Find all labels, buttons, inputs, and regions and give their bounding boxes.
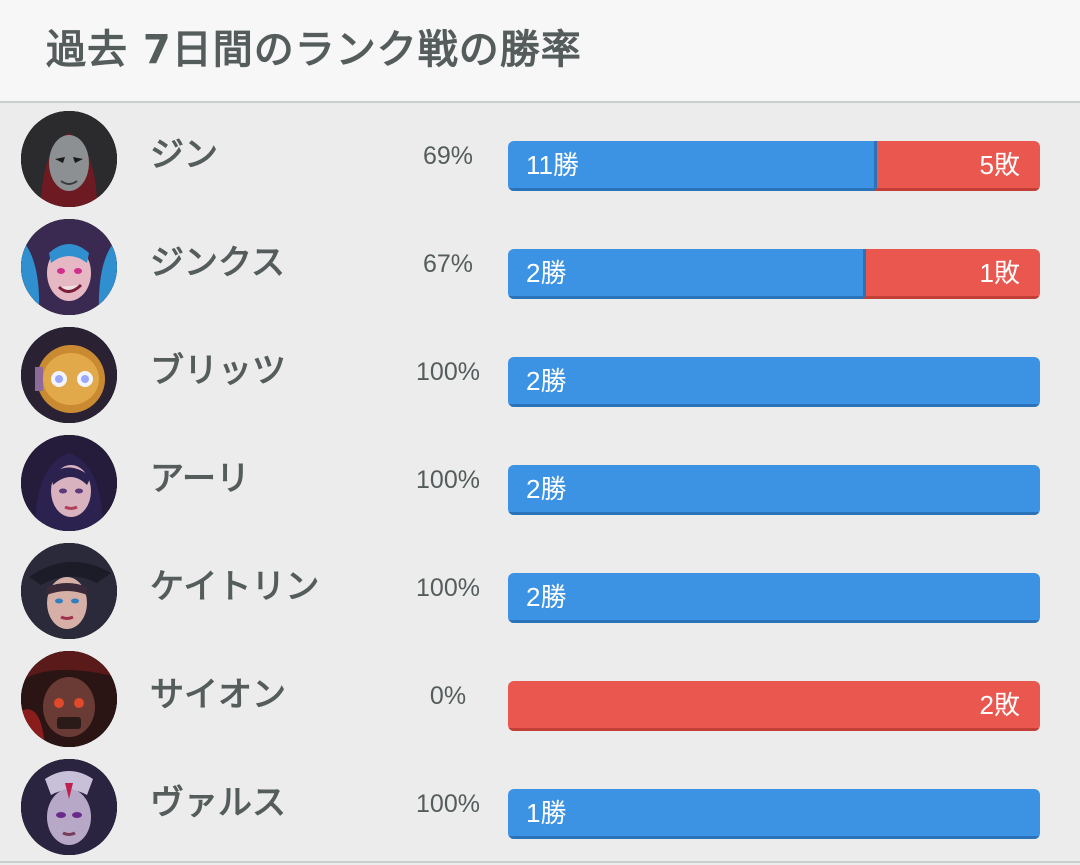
loss-segment: 1敗 [862,249,1040,299]
loss-count-label: 5敗 [979,150,1020,180]
win-loss-bar: 1勝 [508,789,1040,839]
win-loss-bar: 2勝 [508,357,1040,407]
champion-name: アーリ [150,459,250,499]
varus-portrait-icon [21,759,117,855]
win-count-label: 2勝 [526,366,567,396]
champion-name: ブリッツ [150,351,286,391]
page-title: 過去 7日間のランク戦の勝率 [46,27,582,73]
win-loss-bar: 2敗 [508,681,1040,731]
win-loss-bar: 2勝 1敗 [508,249,1040,299]
champion-row[interactable]: ケイトリン 100% 2勝 [0,535,1080,643]
win-rate: 100% [416,790,480,818]
win-rate: 0% [429,682,467,710]
champion-winrate-list: ジン 69% 11勝 5敗 ジンクス 67% 2勝 1敗 [0,103,1080,859]
champion-row[interactable]: ブリッツ 100% 2勝 [0,319,1080,427]
loss-count-label: 1敗 [979,258,1020,288]
win-loss-bar: 2勝 [508,465,1040,515]
win-count-label: 2勝 [526,474,567,504]
champion-row[interactable]: アーリ 100% 2勝 [0,427,1080,535]
win-count-label: 11勝 [526,150,579,180]
win-rate: 69% [422,142,474,170]
win-loss-bar: 2勝 [508,573,1040,623]
champion-name: ジンクス [150,243,285,283]
divider [0,861,1080,863]
win-rate: 100% [416,358,480,386]
champion-name: ケイトリン [150,567,320,607]
champion-name: ヴァルス [150,783,286,823]
win-segment: 2勝 [508,465,1040,515]
win-rate: 100% [416,466,480,494]
header: 過去 7日間のランク戦の勝率 [0,0,1080,103]
win-segment: 11勝 [508,141,874,191]
win-rate: 100% [416,574,480,602]
jhin-portrait-icon [21,111,117,207]
win-segment: 1勝 [508,789,1040,839]
win-segment: 2勝 [508,573,1040,623]
jinx-portrait-icon [21,219,117,315]
champion-row[interactable]: ヴァルス 100% 1勝 [0,751,1080,859]
sion-portrait-icon [21,651,117,747]
win-count-label: 2勝 [526,582,567,612]
blitzcrank-portrait-icon [21,327,117,423]
loss-segment: 2敗 [508,681,1040,731]
ahri-portrait-icon [21,435,117,531]
champion-row[interactable]: サイオン 0% 2敗 [0,643,1080,751]
loss-segment: 5敗 [873,141,1040,191]
win-segment: 2勝 [508,249,863,299]
champion-row[interactable]: ジンクス 67% 2勝 1敗 [0,211,1080,319]
win-segment: 2勝 [508,357,1040,407]
win-rate: 67% [422,250,474,278]
caitlyn-portrait-icon [21,543,117,639]
champion-name: サイオン [150,675,286,715]
win-count-label: 1勝 [526,798,567,828]
win-count-label: 2勝 [526,258,567,288]
win-loss-bar: 11勝 5敗 [508,141,1040,191]
champion-name: ジン [150,135,218,175]
loss-count-label: 2敗 [979,690,1020,720]
champion-row[interactable]: ジン 69% 11勝 5敗 [0,103,1080,211]
